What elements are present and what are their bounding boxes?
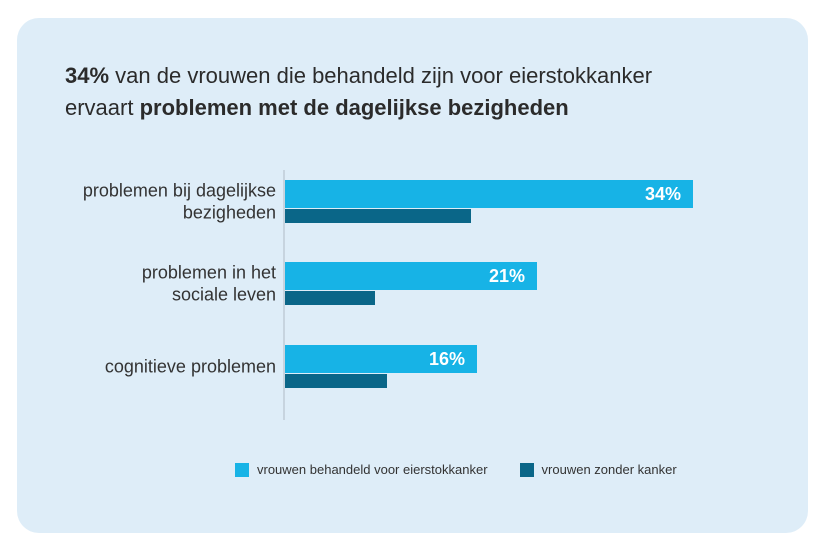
title-highlight-value: 34%	[65, 63, 110, 88]
bar-treated-2	[285, 345, 477, 373]
category-label-1-1: sociale leven	[172, 285, 276, 305]
bar-treated-0	[285, 180, 693, 208]
title-line1: van de vrouwen die behandeld zijn voor e…	[109, 63, 653, 88]
chart-title: 34% van de vrouwen die behandeld zijn vo…	[65, 60, 795, 124]
category-label-2-0: cognitieve problemen	[105, 357, 276, 377]
bar-treated-1	[285, 262, 537, 290]
title-line2-prefix: ervaart	[65, 95, 140, 120]
legend-swatch-treated	[235, 462, 249, 477]
bar-value-label-0: 34%	[645, 184, 681, 204]
legend-item-no-cancer: vrouwen zonder kanker	[519, 462, 677, 477]
title-line2-bold: problemen met de dagelijkse bezigheden	[139, 95, 569, 120]
bar-no-cancer-2	[285, 374, 387, 388]
bar-value-label-1: 21%	[489, 266, 525, 286]
category-label-0-0: problemen bij dagelijkse	[83, 181, 276, 201]
bar-no-cancer-1	[285, 291, 375, 305]
category-label-1-0: problemen in het	[142, 263, 276, 283]
legend-item-treated: vrouwen behandeld voor eierstokkanker	[235, 462, 488, 477]
legend-label-no-cancer: vrouwen zonder kanker	[541, 462, 677, 477]
chart-legend: vrouwen behandeld voor eierstokkanker vr…	[235, 462, 709, 477]
bar-value-label-2: 16%	[429, 349, 465, 369]
category-label-0-1: bezigheden	[183, 203, 276, 223]
legend-swatch-no-cancer	[519, 462, 534, 477]
legend-label-treated: vrouwen behandeld voor eierstokkanker	[257, 462, 488, 477]
bar-no-cancer-0	[285, 209, 471, 223]
